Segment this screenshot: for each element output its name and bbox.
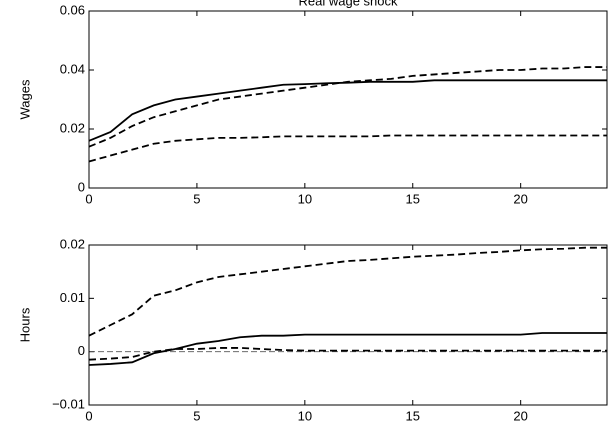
x-tick-label: 15	[406, 191, 420, 206]
line-series	[88, 66, 607, 148]
x-tick-label: 10	[298, 191, 312, 206]
y-tick-label: −0.01	[52, 396, 85, 411]
line-series	[88, 134, 607, 163]
y-tick-label: 0	[78, 179, 85, 194]
y-axis-label: Hours	[17, 307, 32, 342]
x-tick-label: 5	[193, 191, 200, 206]
axes-box	[88, 10, 608, 189]
y-tick-label: 0.02	[60, 236, 85, 251]
x-tick-label: 20	[513, 408, 527, 423]
line-series	[88, 347, 607, 361]
x-tick-label: 5	[193, 408, 200, 423]
x-tick-label: 0	[85, 408, 92, 423]
line-series	[88, 79, 607, 142]
axes-box	[88, 244, 608, 406]
x-tick-label: 15	[406, 408, 420, 423]
y-tick-label: 0	[78, 343, 85, 358]
line-series	[88, 246, 607, 337]
x-tick-label: 20	[513, 191, 527, 206]
y-tick-label: 0.02	[60, 120, 85, 135]
y-tick-label: 0.04	[60, 61, 85, 76]
y-axis-label: Wages	[17, 79, 32, 119]
chart-title: Real wage shock	[299, 0, 398, 8]
x-tick-label: 0	[85, 191, 92, 206]
line-series	[88, 332, 607, 366]
x-tick-label: 10	[298, 408, 312, 423]
y-tick-label: 0.06	[60, 2, 85, 17]
y-tick-label: 0.01	[60, 290, 85, 305]
